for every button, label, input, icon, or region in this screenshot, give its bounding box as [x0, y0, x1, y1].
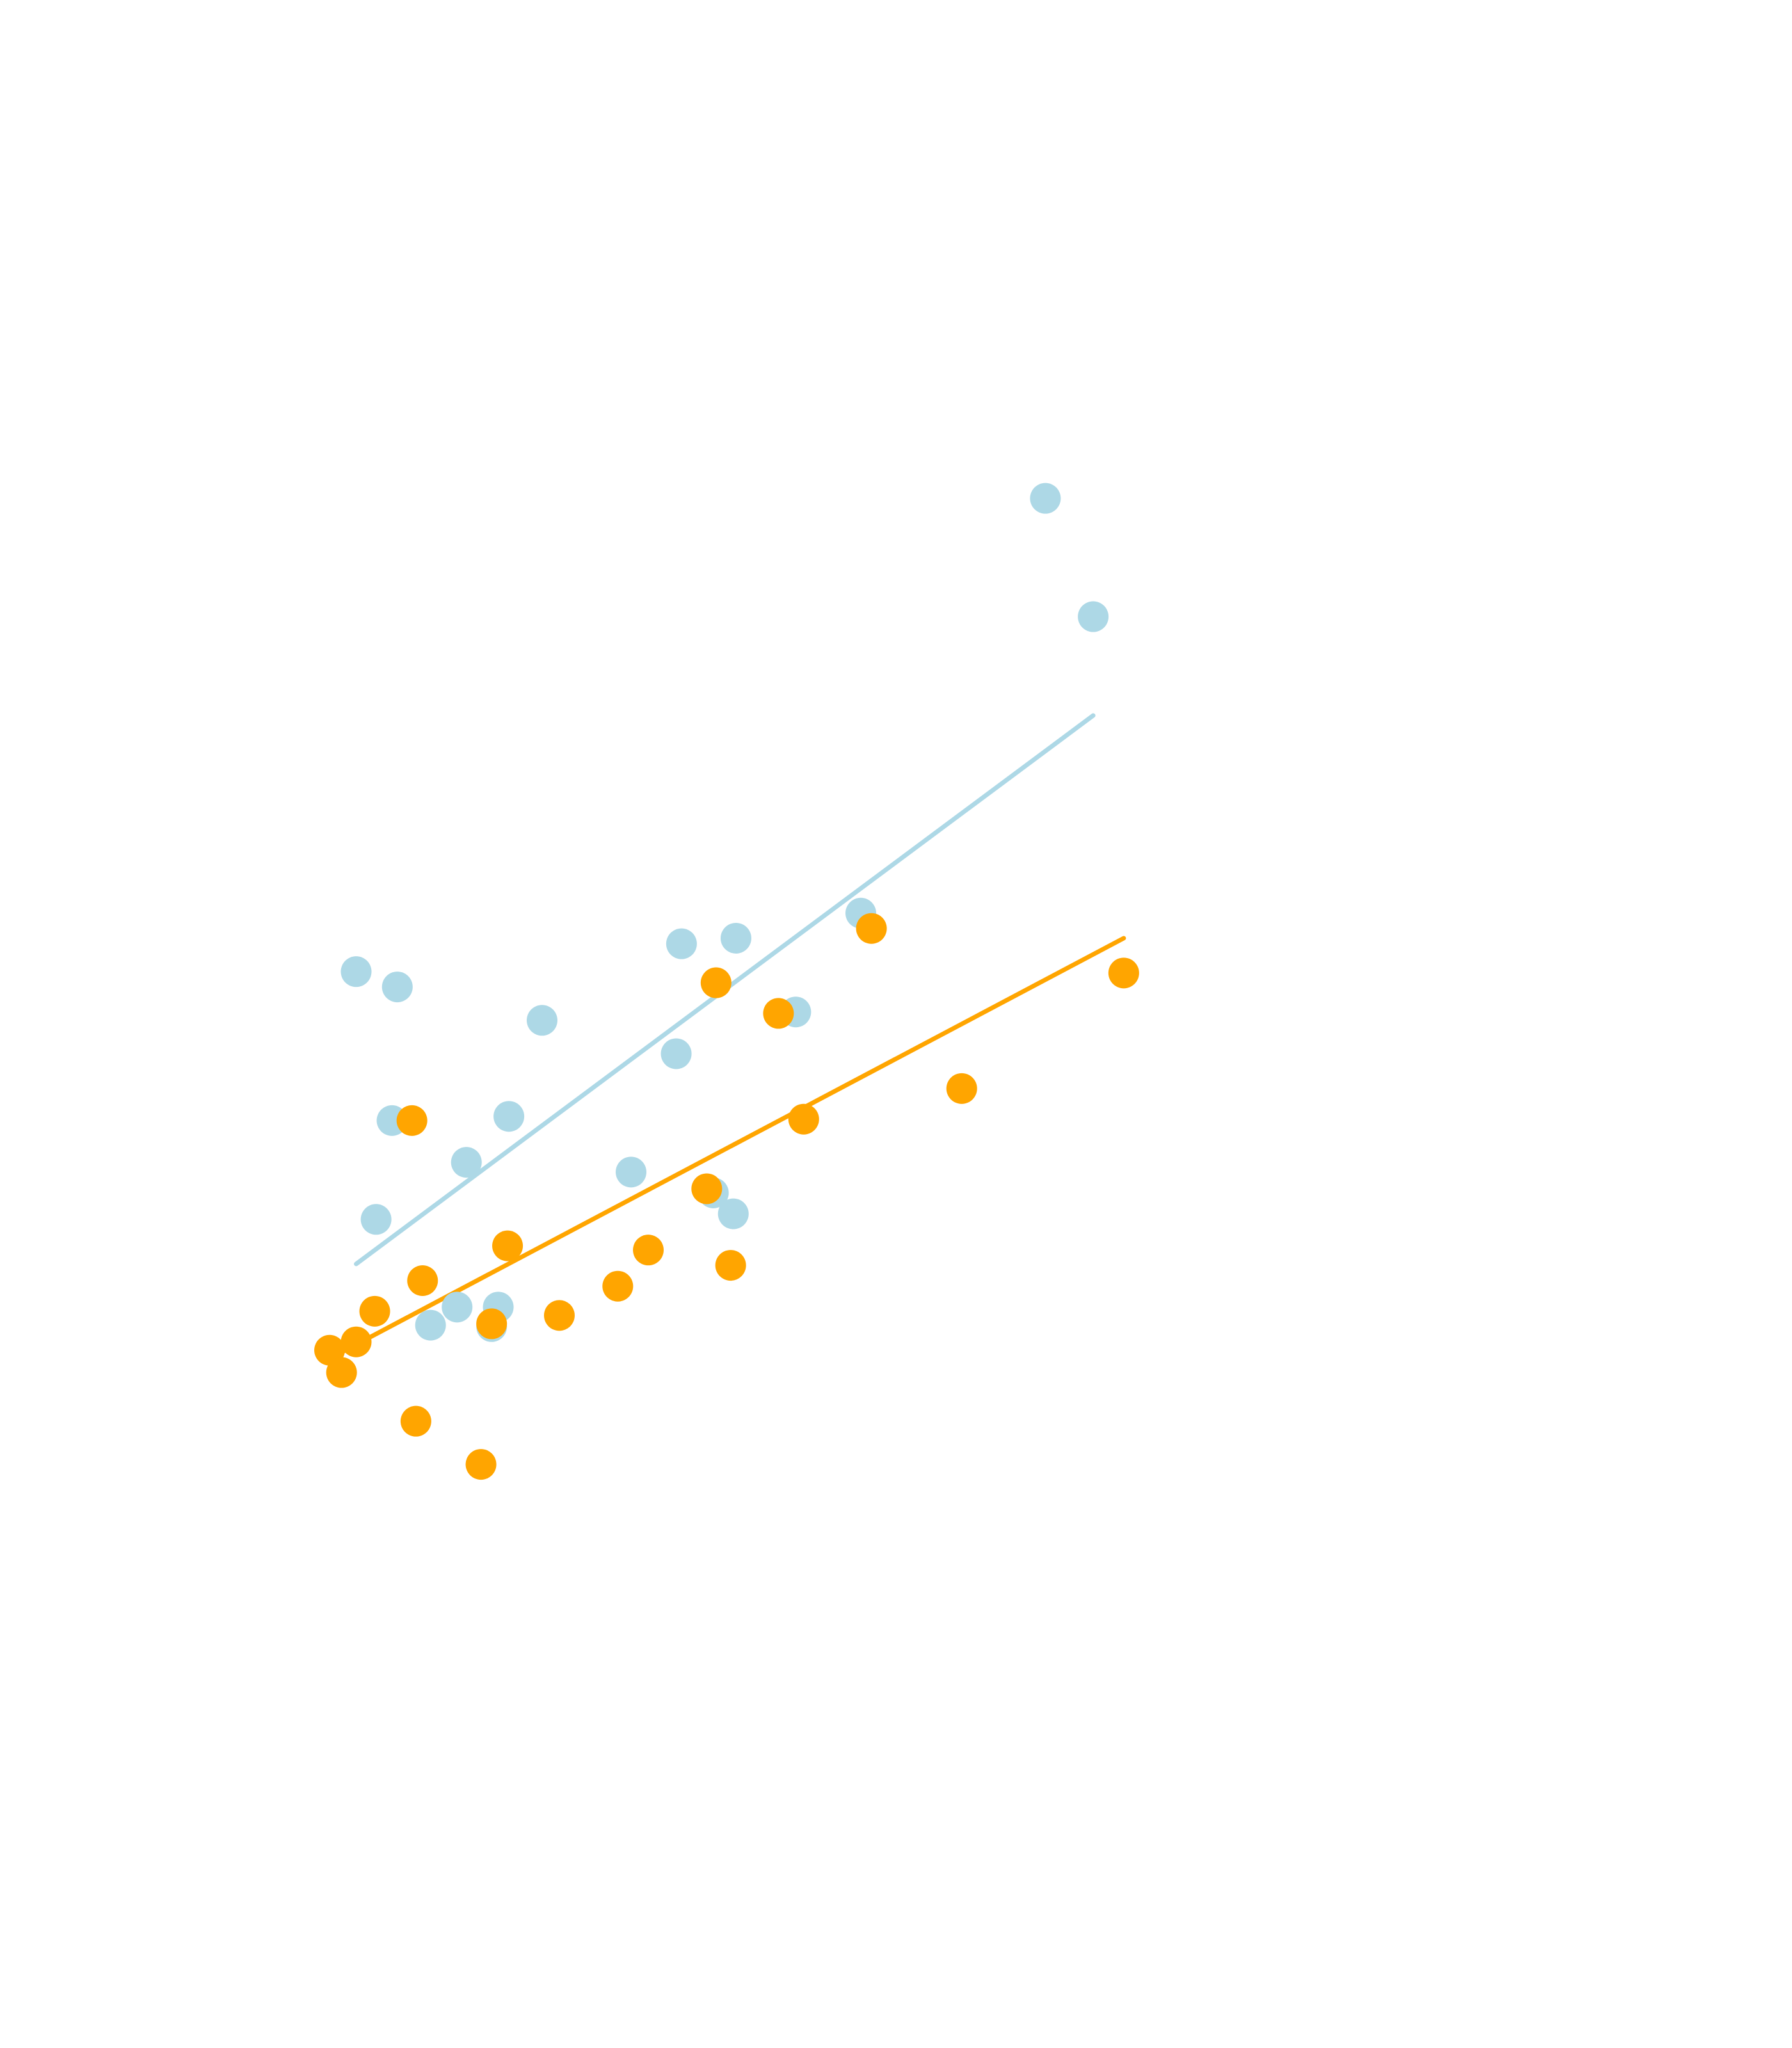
data-point-series-2-9: [476, 1308, 508, 1340]
data-point-series-2-4: [359, 1295, 390, 1327]
data-point-series-2-10: [492, 1230, 524, 1261]
data-point-series-2-18: [788, 1103, 819, 1135]
data-point-series-1-13: [660, 1038, 692, 1069]
data-point-series-1-12: [616, 1156, 647, 1188]
data-point-series-1-4: [381, 972, 413, 1003]
data-point-series-2-3: [340, 1326, 372, 1357]
data-point-series-2-7: [407, 1265, 438, 1296]
data-point-series-1-21: [1078, 601, 1109, 632]
data-points: [314, 483, 1139, 1480]
data-point-series-2-20: [946, 1073, 977, 1104]
data-point-series-2-6: [400, 1405, 431, 1437]
data-point-series-1-2: [360, 1204, 392, 1235]
data-point-series-2-13: [633, 1235, 664, 1266]
data-point-series-2-5: [396, 1105, 428, 1136]
data-point-series-2-19: [856, 913, 887, 944]
data-point-series-2-16: [715, 1250, 746, 1281]
data-point-series-2-8: [465, 1449, 497, 1480]
data-point-series-1-5: [415, 1309, 446, 1341]
data-point-series-2-15: [700, 967, 732, 998]
trend-line-series-2: [327, 936, 1126, 1361]
data-point-series-1-11: [527, 1005, 557, 1036]
data-point-series-1-17: [720, 922, 751, 954]
data-point-series-2-21: [1108, 957, 1139, 989]
data-point-series-1-7: [451, 1147, 482, 1178]
data-point-series-2-2: [326, 1357, 357, 1388]
data-point-series-2-17: [763, 998, 794, 1029]
data-point-series-2-14: [691, 1173, 723, 1204]
data-point-series-1-14: [666, 928, 697, 959]
data-point-series-1-6: [442, 1292, 473, 1323]
data-point-series-1-16: [717, 1198, 749, 1229]
data-point-series-2-12: [602, 1270, 634, 1302]
data-point-series-2-11: [543, 1300, 575, 1331]
data-point-series-1-10: [493, 1101, 525, 1132]
data-point-series-1-20: [1030, 483, 1061, 514]
data-point-series-1-1: [340, 956, 372, 988]
